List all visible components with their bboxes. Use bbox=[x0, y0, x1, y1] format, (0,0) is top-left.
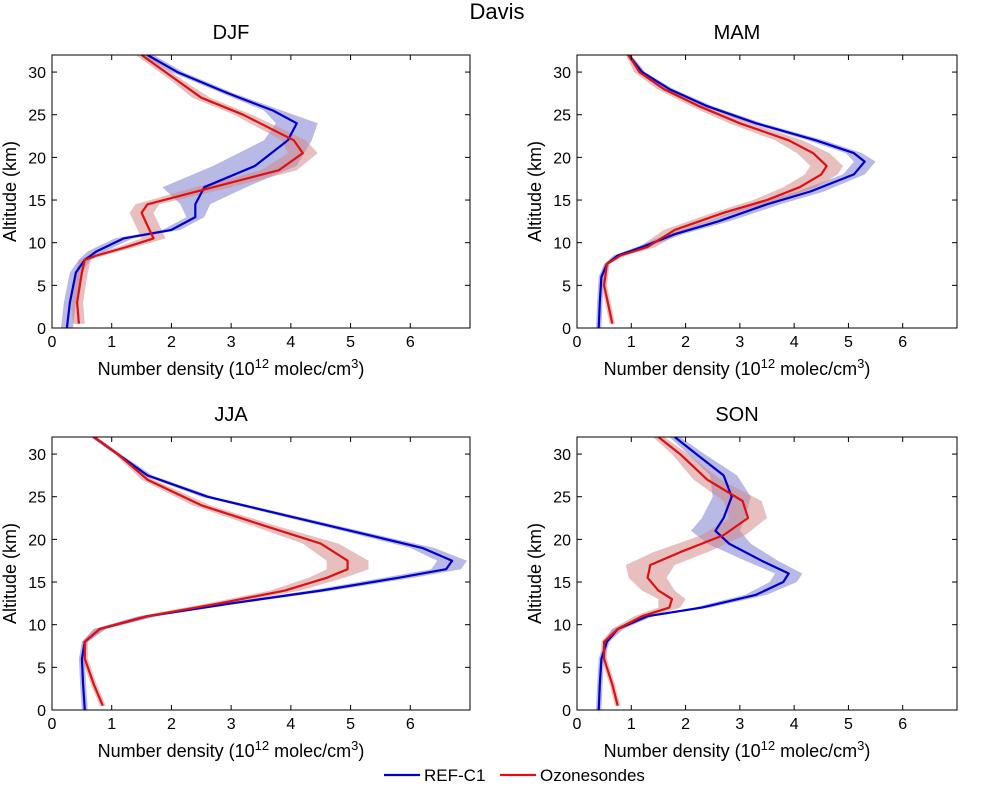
x-tick-label: 0 bbox=[48, 334, 57, 351]
y-tick-label: 15 bbox=[28, 193, 46, 210]
panel-djf: 0 1 2 3 4 5 6 0 5 10 15 20 25 30 DJF Number density (10… bbox=[0, 22, 471, 380]
y-tick-label: 5 bbox=[37, 660, 46, 677]
x-tick-label: 1 bbox=[107, 334, 116, 351]
y-tick-label: 10 bbox=[553, 236, 571, 253]
x-tick-label: 2 bbox=[681, 334, 690, 351]
y-tick-label: 25 bbox=[28, 108, 46, 125]
x-tick-label: 3 bbox=[735, 334, 744, 351]
x-axis-label: Number density (1012 molec/cm3) bbox=[98, 356, 365, 380]
panel-title: DJF bbox=[213, 22, 250, 44]
y-tick-label: 20 bbox=[28, 532, 46, 549]
x-tick-label: 4 bbox=[286, 716, 295, 733]
y-tick-label: 5 bbox=[37, 278, 46, 295]
y-axis-label: Altitude (km) bbox=[525, 523, 545, 624]
x-tick-label: 4 bbox=[286, 334, 295, 351]
line-ozonesondes bbox=[83, 437, 349, 707]
y-tick-label: 30 bbox=[553, 447, 571, 464]
x-tick-label: 4 bbox=[790, 716, 799, 733]
x-tick-label: 0 bbox=[48, 716, 57, 733]
plot-area bbox=[51, 54, 471, 329]
x-tick-label: 1 bbox=[627, 334, 636, 351]
y-tick-label: 15 bbox=[553, 575, 571, 592]
y-tick-label: 25 bbox=[553, 108, 571, 125]
x-tick-label: 2 bbox=[681, 716, 690, 733]
y-tick-label: 10 bbox=[28, 618, 46, 635]
line-ref-c1 bbox=[80, 437, 454, 710]
band-ozonesondes bbox=[601, 437, 767, 706]
x-tick-label: 3 bbox=[227, 334, 236, 351]
x-tick-label: 6 bbox=[898, 716, 907, 733]
y-tick-label: 20 bbox=[553, 532, 571, 549]
band-ref-c1 bbox=[596, 55, 876, 328]
band-ref-c1 bbox=[78, 437, 468, 710]
x-axis-label: Number density (1012 molec/cm3) bbox=[98, 738, 365, 762]
panel-title: JJA bbox=[214, 404, 248, 426]
y-tick-label: 15 bbox=[28, 575, 46, 592]
y-tick-label: 30 bbox=[28, 447, 46, 464]
x-tick-label: 1 bbox=[627, 716, 636, 733]
legend: REF-C1 Ozonesondes bbox=[384, 766, 645, 785]
line-ref-c1 bbox=[597, 55, 866, 328]
y-tick-label: 10 bbox=[28, 236, 46, 253]
panel-jja: 0 1 2 3 4 5 6 0 5 10 15 20 25 30 JJA Number density (10… bbox=[0, 404, 471, 762]
y-tick-label: 0 bbox=[562, 321, 571, 338]
y-tick-label: 0 bbox=[37, 703, 46, 720]
y-axis-label: Altitude (km) bbox=[0, 141, 20, 242]
line-ozonesondes bbox=[75, 55, 304, 324]
x-tick-label: 1 bbox=[107, 716, 116, 733]
band-ozonesondes bbox=[601, 55, 843, 324]
x-tick-label: 2 bbox=[167, 716, 176, 733]
y-tick-label: 0 bbox=[562, 703, 571, 720]
panel-title: SON bbox=[715, 404, 758, 426]
line-ozonesondes bbox=[602, 55, 828, 324]
y-tick-label: 5 bbox=[562, 278, 571, 295]
plot-area bbox=[576, 54, 958, 329]
y-axis-label: Altitude (km) bbox=[0, 523, 20, 624]
y-tick-label: 20 bbox=[553, 150, 571, 167]
y-tick-label: 5 bbox=[562, 660, 571, 677]
line-ref-c1 bbox=[65, 55, 298, 328]
y-tick-label: 15 bbox=[553, 193, 571, 210]
band-ozonesondes bbox=[81, 437, 369, 706]
x-axis-label: Number density (1012 molec/cm3) bbox=[604, 738, 871, 762]
panel-title: MAM bbox=[714, 22, 761, 44]
x-axis-label: Number density (1012 molec/cm3) bbox=[604, 356, 871, 380]
x-tick-label: 5 bbox=[346, 716, 355, 733]
x-tick-label: 6 bbox=[406, 716, 415, 733]
x-tick-label: 6 bbox=[406, 334, 415, 351]
y-tick-label: 25 bbox=[28, 490, 46, 507]
x-tick-label: 4 bbox=[790, 334, 799, 351]
plot-area bbox=[576, 436, 958, 711]
x-tick-label: 5 bbox=[844, 334, 853, 351]
legend-label-ozonesondes: Ozonesondes bbox=[540, 766, 645, 785]
x-tick-label: 5 bbox=[844, 716, 853, 733]
plot-area bbox=[51, 436, 471, 711]
band-ozonesondes bbox=[71, 55, 318, 324]
x-tick-label: 3 bbox=[735, 716, 744, 733]
x-tick-label: 0 bbox=[573, 334, 582, 351]
line-ozonesondes bbox=[602, 437, 750, 706]
x-tick-label: 6 bbox=[898, 334, 907, 351]
y-tick-label: 20 bbox=[28, 150, 46, 167]
x-tick-label: 5 bbox=[346, 334, 355, 351]
y-axis-label: Altitude (km) bbox=[525, 141, 545, 242]
y-tick-label: 25 bbox=[553, 490, 571, 507]
x-tick-label: 3 bbox=[227, 716, 236, 733]
panel-son: 0 1 2 3 4 5 6 0 5 10 15 20 25 30 SON Number density (10… bbox=[525, 404, 958, 762]
panel-mam: 0 1 2 3 4 5 6 0 5 10 15 20 25 30 MAM Number density (10… bbox=[525, 22, 958, 380]
y-tick-label: 30 bbox=[553, 65, 571, 82]
x-tick-label: 2 bbox=[167, 334, 176, 351]
y-tick-label: 30 bbox=[28, 65, 46, 82]
y-tick-label: 0 bbox=[37, 321, 46, 338]
x-tick-label: 0 bbox=[573, 716, 582, 733]
y-tick-label: 10 bbox=[553, 618, 571, 635]
figure-title: Davis bbox=[469, 0, 524, 24]
legend-label-ref-c1: REF-C1 bbox=[424, 766, 485, 785]
